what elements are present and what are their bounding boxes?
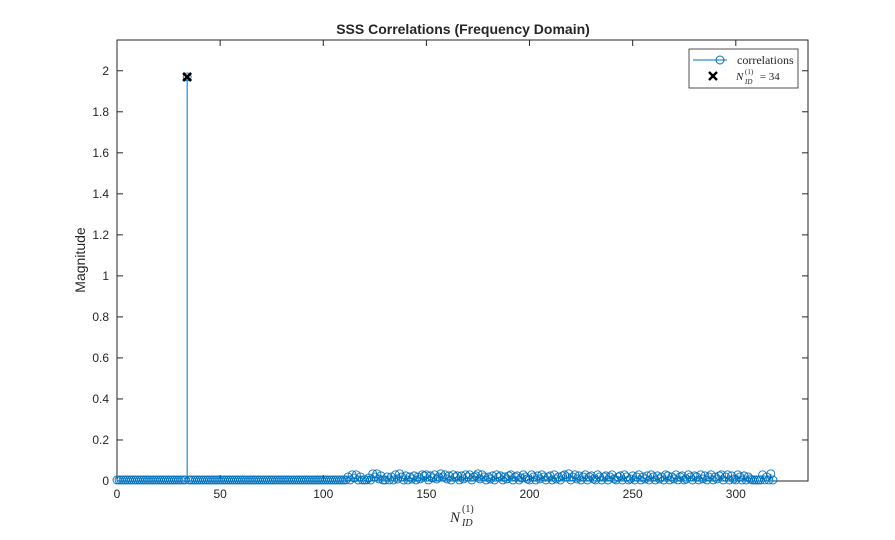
legend-peak-label-base: N [735,71,744,83]
legend-peak-label: N (1) ID = 34 [735,68,780,86]
stem-marker [492,470,501,480]
stem-marker [395,469,405,479]
y-tick-label: 0.8 [92,310,109,324]
stem-marker [671,470,681,480]
y-tick-label: 1.2 [92,228,109,242]
stem-marker [572,474,582,484]
stem-marker [428,473,438,483]
stem-marker [766,469,776,479]
stem-marker [570,470,580,480]
x-tick-label: 100 [313,487,333,501]
stem-marker [436,469,446,479]
stem-marker [558,471,567,481]
stem-marker [442,474,452,484]
x-tick-label: 50 [213,487,227,501]
x-axis-label-base: N [449,510,461,526]
stem-series [112,72,778,485]
x-axis-label-subscript: ID [461,518,473,529]
x-tick-label: 150 [416,487,436,501]
stem-marker [622,472,631,482]
y-tick-label: 0.6 [92,351,109,365]
stem-marker [640,474,650,484]
y-tick-label: 1 [102,269,109,283]
legend-box [688,48,799,89]
x-axis-label: N (1) ID [449,504,474,529]
x-tick-label: 0 [114,487,121,501]
peak-marker-series [182,72,193,82]
y-tick-label: 1.4 [92,187,109,201]
peak-x-marker [182,72,193,82]
stem-marker [349,473,359,483]
y-tick-label: 1.8 [92,105,109,119]
y-tick-label: 0.4 [92,392,109,406]
stem-marker [372,469,382,479]
stem-marker [601,471,611,481]
plot-area [116,39,809,482]
y-tick-label: 0.2 [92,433,109,447]
stem-marker [669,474,679,484]
stem-marker [700,471,710,481]
stem-marker [698,474,708,484]
stem-marker [430,470,440,480]
legend-peak-label-subscript: ID [744,78,752,86]
stem-marker [628,471,638,481]
stem-marker [182,72,192,82]
axis-ticks: 0 50 100 150 200 250 300 0 0.2 0.4 0.6 0.8 1 1.2 1.4 1.… [92,40,808,501]
stem-marker [580,470,590,480]
stem-marker [370,472,380,482]
stem-marker [716,470,726,480]
legend-peak-x-icon [708,71,718,81]
y-tick-label: 1.6 [92,146,109,160]
legend-peak-label-suffix: = 34 [757,71,780,83]
stem-marker [438,472,448,482]
y-tick-label: 2 [102,64,109,78]
stem-marker [723,470,733,480]
chart-title: SSS Correlations (Frequency Domain) [336,21,590,37]
x-tick-label: 200 [520,487,540,501]
x-tick-label: 250 [623,487,643,501]
legend-peak-label-superscript: (1) [745,68,754,76]
stem-marker [485,474,495,484]
legend: correlations N (1) ID = 34 [688,48,799,89]
stem-marker [351,470,361,480]
y-axis-label: Magnitude [72,227,88,293]
legend-correlations-label: correlations [737,53,794,67]
stem-marker [768,475,778,485]
stem-marker [696,470,706,480]
stem-marker [626,474,636,484]
stem-marker [574,471,584,481]
legend-correlations-circle-icon [715,55,725,65]
x-tick-label: 300 [726,487,746,501]
stem-marker [374,474,384,484]
stem-marker [568,472,578,482]
stem-marker [506,470,516,480]
y-tick-label: 0 [102,474,109,488]
stem-marker [655,474,664,484]
x-axis-label-superscript: (1) [462,504,474,515]
